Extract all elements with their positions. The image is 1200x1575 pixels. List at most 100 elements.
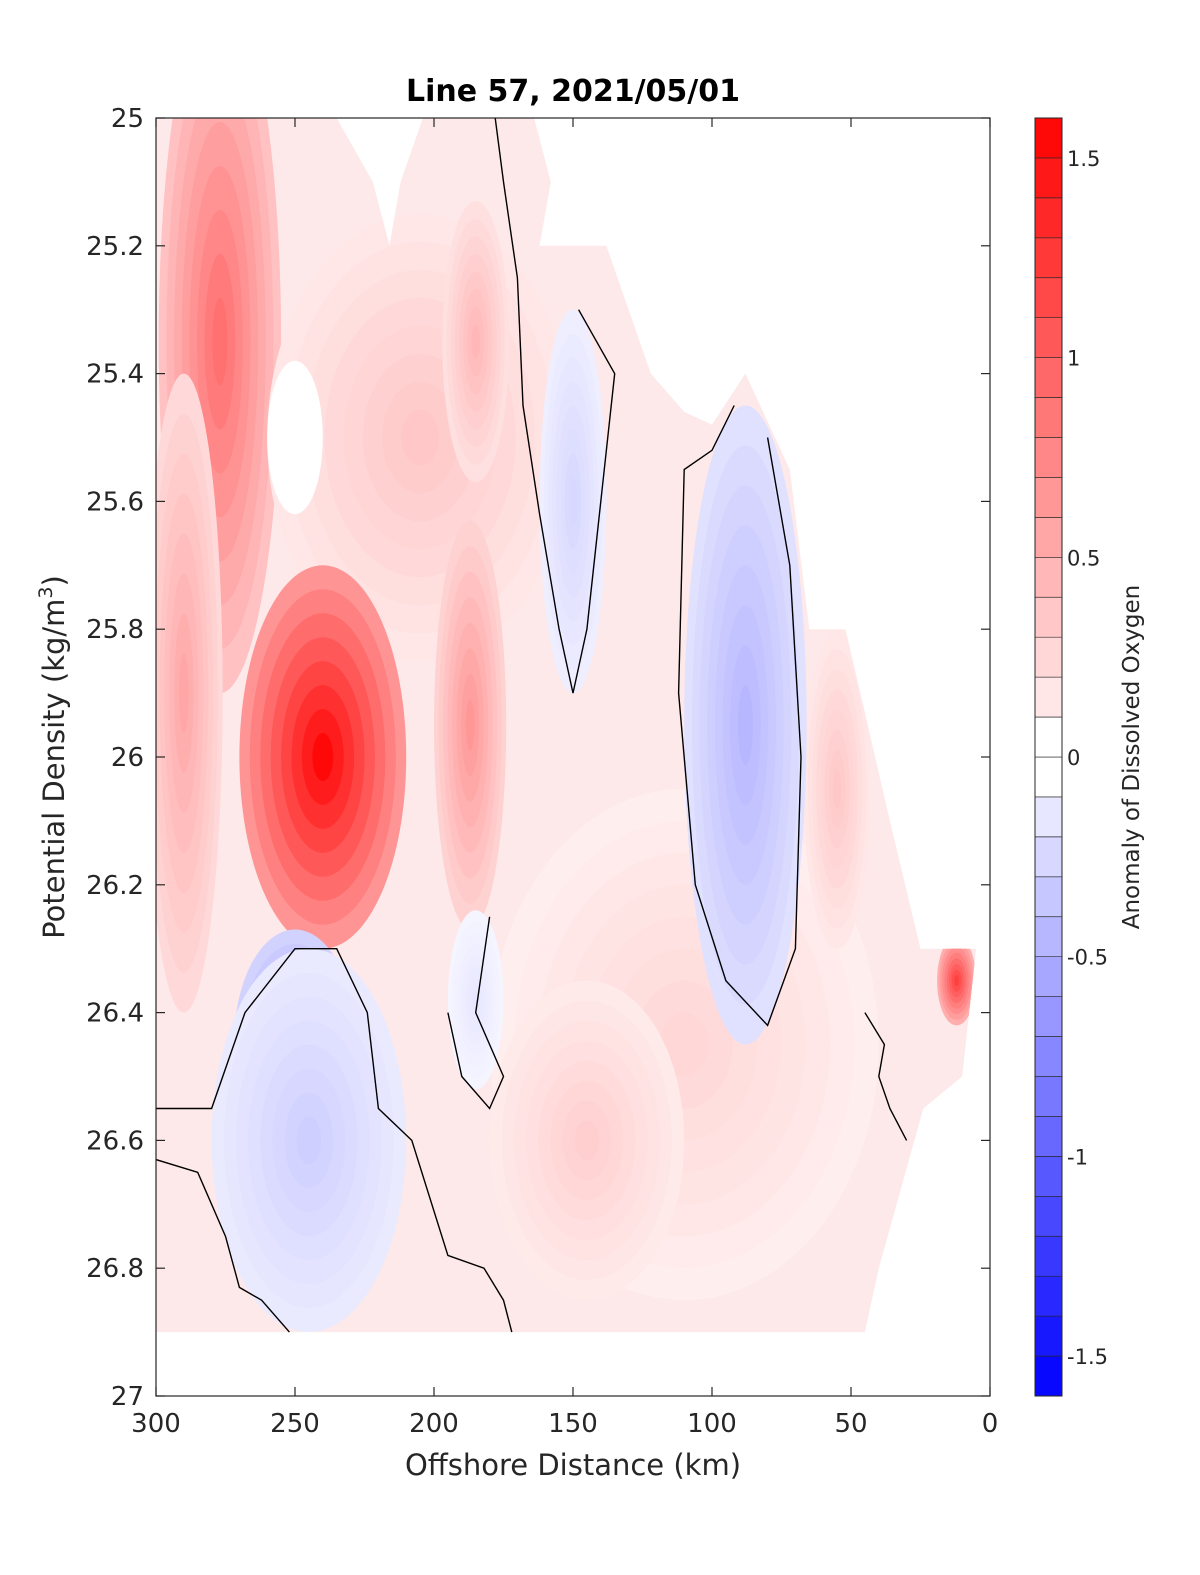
anomaly-region-upper-low-150 xyxy=(539,309,607,694)
anomaly-region-deep-low-envelope xyxy=(211,948,407,1333)
colorbar-segment xyxy=(1034,1036,1063,1077)
colorbar-frame xyxy=(1034,117,1063,1397)
colorbar-segment xyxy=(1034,1076,1063,1117)
colorbar-segment xyxy=(1034,117,1063,159)
contour-band xyxy=(465,699,475,751)
contour-band xyxy=(737,685,754,765)
contour-band xyxy=(291,427,299,448)
colorbar-segment xyxy=(1034,437,1063,478)
colorbar-tick-label: -1.5 xyxy=(1067,1345,1108,1369)
colorbar-tick-label: 1 xyxy=(1067,347,1080,371)
anomaly-region-nearshore-high-12 xyxy=(937,936,977,1026)
y-axis-label-superscript: 3 xyxy=(35,586,57,598)
y-tick-label: 25.6 xyxy=(86,487,144,517)
colorbar-segment xyxy=(1034,1315,1063,1357)
anomaly-region-upper-high-185 xyxy=(442,201,510,483)
contour-band xyxy=(954,975,959,987)
contour-band xyxy=(178,653,189,733)
colorbar-segment xyxy=(1034,357,1063,398)
anomaly-region-nearshore-low-85 xyxy=(684,405,807,1045)
colorbar-segment xyxy=(1034,996,1063,1037)
y-tick-label: 26 xyxy=(111,743,144,773)
colorbar-segment xyxy=(1034,876,1063,917)
colorbar-tick-label: 0 xyxy=(1067,746,1080,770)
y-tick-label: 25.4 xyxy=(86,360,144,390)
x-tick-label: 150 xyxy=(548,1409,598,1439)
contour-band xyxy=(659,1012,709,1077)
contour-band xyxy=(574,1120,600,1161)
anomaly-region-offshore-mid-high xyxy=(156,373,223,1013)
colorbar-tick-label: 0.5 xyxy=(1067,546,1100,570)
x-axis-label: Offshore Distance (km) xyxy=(405,1448,741,1482)
colorbar-segment xyxy=(1034,556,1063,598)
colorbar-tick-label: -0.5 xyxy=(1067,946,1108,970)
contour-band xyxy=(471,324,480,360)
colorbar-label: Anomaly of Dissolved Oxygen xyxy=(1119,585,1145,930)
y-axis: 25 25.2 25.4 25.6 25.8 26 26.2 26.4 26.6 26.8 27 xyxy=(86,104,990,1412)
anomaly-contour-fills xyxy=(156,118,977,1333)
y-tick-label: 27 xyxy=(111,1382,144,1412)
colorbar-segment xyxy=(1034,796,1063,838)
zero-contour-line-5 xyxy=(156,1158,290,1333)
x-tick-label: 250 xyxy=(270,1409,320,1439)
y-tick-label: 26.2 xyxy=(86,871,144,901)
y-tick-label: 25.8 xyxy=(86,615,144,645)
colorbar: -1.5 -1 -0.5 0 0.5 1 1.5 xyxy=(1034,117,1108,1397)
zero-contour-lines xyxy=(156,118,908,1333)
contour-band xyxy=(212,297,228,386)
anomaly-region-mid-high-190 xyxy=(434,520,507,930)
anomaly-region-white-pocket-250 xyxy=(267,360,323,515)
colorbar-tick-label: -1 xyxy=(1067,1145,1088,1169)
colorbar-segment xyxy=(1034,1236,1063,1277)
colorbar-segment xyxy=(1034,1116,1063,1157)
y-tick-label: 25 xyxy=(111,104,144,134)
x-tick-label: 300 xyxy=(131,1409,181,1439)
zero-contour-line-3 xyxy=(447,916,505,1110)
colorbar-segment xyxy=(1034,1156,1063,1197)
x-tick-label: 100 xyxy=(687,1409,737,1439)
colorbar-segment xyxy=(1034,197,1063,239)
colorbar-segment xyxy=(1034,916,1063,957)
colorbar-tick-label: 1.5 xyxy=(1067,147,1100,171)
x-tick-label: 50 xyxy=(834,1409,867,1439)
contour-band xyxy=(832,769,842,809)
y-axis-label-main: Potential Density (kg/m xyxy=(37,599,71,939)
colorbar-segment xyxy=(1034,277,1063,318)
colorbar-segment xyxy=(1034,237,1063,279)
colorbar-segment xyxy=(1034,596,1063,638)
colorbar-segment xyxy=(1034,956,1063,997)
contour-band xyxy=(296,1116,322,1165)
colorbar-segment xyxy=(1034,836,1063,878)
chart-title: Line 57, 2021/05/01 xyxy=(406,74,740,109)
colorbar-segment xyxy=(1034,157,1063,199)
colorbar-segment xyxy=(1034,397,1063,438)
y-tick-label: 26.4 xyxy=(86,999,144,1029)
zero-contour-line-6 xyxy=(864,1012,908,1141)
y-tick-label: 26.8 xyxy=(86,1254,144,1284)
colorbar-segment xyxy=(1034,716,1063,758)
contour-band xyxy=(401,409,440,466)
plot-area xyxy=(156,118,990,1396)
anomaly-region-max-oxygen-core xyxy=(239,565,407,949)
y-tick-label: 25.2 xyxy=(86,232,144,262)
colorbar-segment xyxy=(1034,1355,1063,1397)
anomaly-region-nearshore-edge-high xyxy=(803,629,871,949)
colorbar-segment xyxy=(1034,676,1063,718)
y-axis-label: Potential Density (kg/m3) xyxy=(35,575,71,939)
colorbar-segment xyxy=(1034,517,1063,558)
anomaly-region-low-184 xyxy=(447,910,504,1090)
x-tick-label: 0 xyxy=(982,1409,999,1439)
contour-band xyxy=(568,477,578,526)
anomaly-region-deep-mid-tint xyxy=(489,980,685,1301)
zero-contour-line-4 xyxy=(156,948,513,1333)
colorbar-segment xyxy=(1034,1196,1063,1237)
contour-band xyxy=(312,733,334,781)
zero-contour-line-1 xyxy=(494,118,616,694)
colorbar-segment xyxy=(1034,477,1063,518)
colorbar-segment xyxy=(1034,317,1063,358)
x-tick-label: 200 xyxy=(409,1409,459,1439)
colorbar-segment xyxy=(1034,756,1063,798)
y-axis-label-close: ) xyxy=(37,575,71,586)
zero-contour-line-2 xyxy=(677,405,802,1027)
